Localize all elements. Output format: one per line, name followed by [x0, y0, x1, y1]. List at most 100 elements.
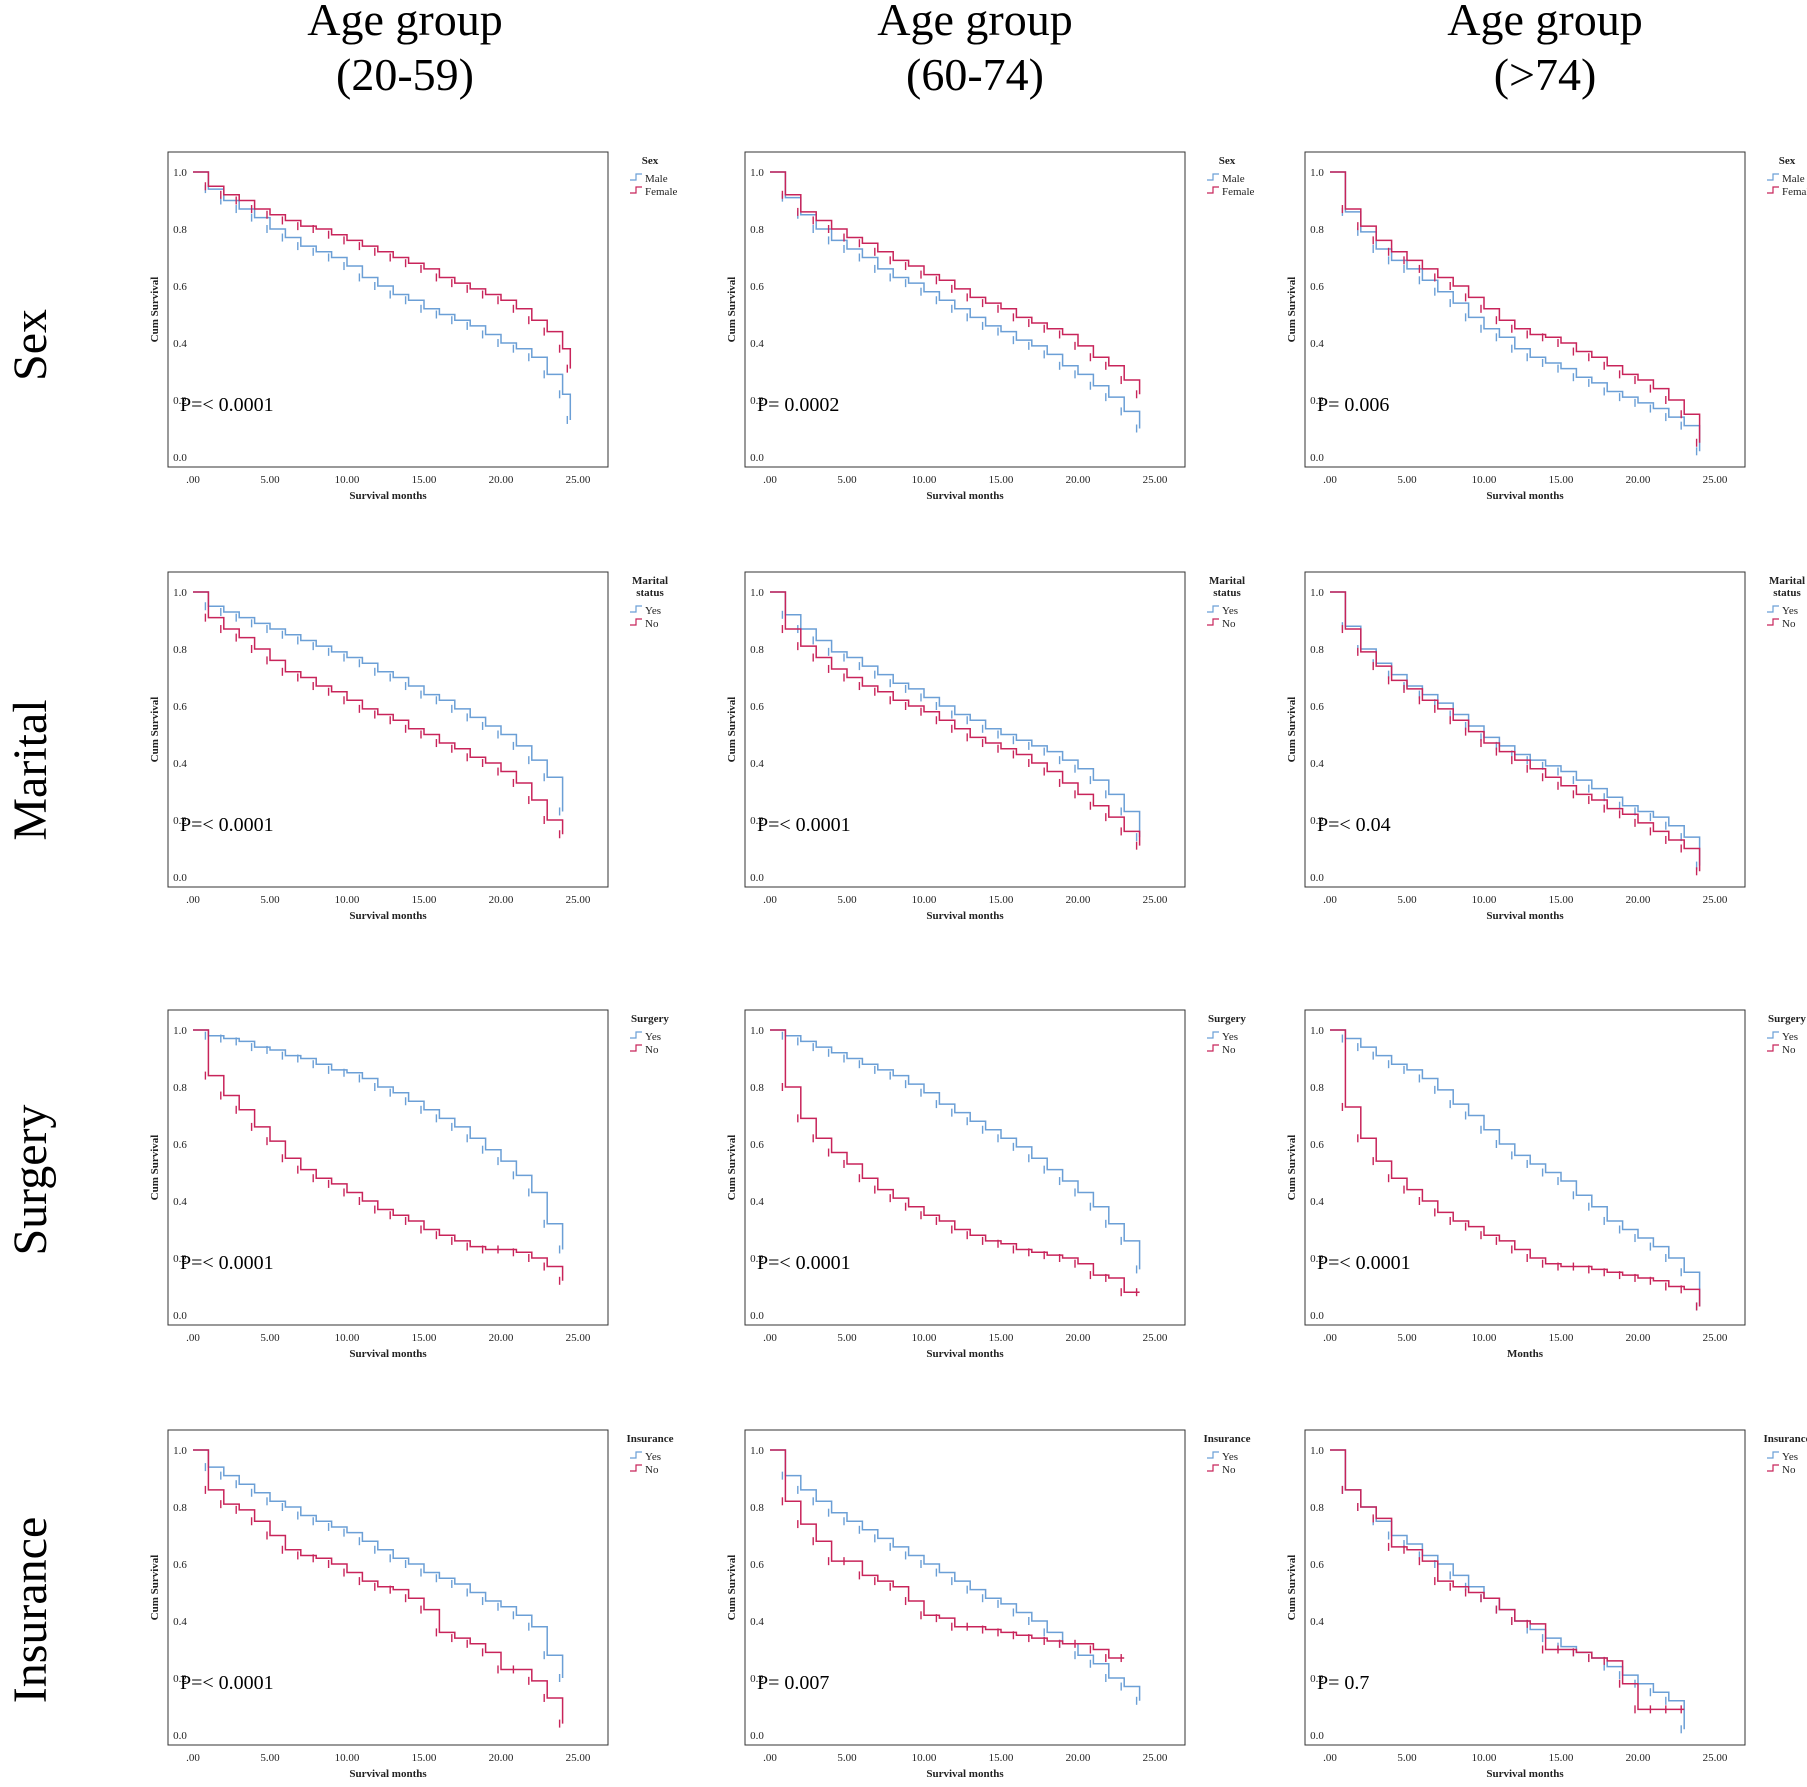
legend-label: Yes — [645, 605, 661, 617]
x-axis-label: Survival months — [926, 1768, 1004, 1780]
x-tick-label: 15.00 — [989, 894, 1014, 906]
x-tick-label: .00 — [1323, 894, 1337, 906]
legend-swatch — [1767, 618, 1779, 626]
legend-swatch — [1767, 1464, 1779, 1472]
survival-curve — [770, 171, 1141, 429]
y-tick-label: 0.6 — [173, 701, 187, 713]
legend-swatch — [1207, 1044, 1219, 1052]
km-panel: 0.0 0.2 0.4 0.6 0.8 1.0 .00 5.00 10.00 15.00 20.00… — [149, 571, 668, 922]
x-tick-label: 10.00 — [912, 1332, 937, 1344]
legend-title: Marital — [1209, 575, 1245, 587]
y-tick-label: 0.6 — [1310, 1139, 1324, 1151]
y-tick-label: 0.6 — [173, 1559, 187, 1571]
y-tick-label: 0.8 — [173, 224, 187, 236]
legend-label: Yes — [1782, 1451, 1798, 1463]
legend-swatch — [1767, 1451, 1779, 1459]
x-tick-label: 5.00 — [1397, 894, 1417, 906]
y-axis-label: Cum Survival — [149, 1135, 161, 1201]
y-axis-label: Cum Survival — [1286, 1135, 1298, 1201]
x-axis-label: Survival months — [926, 910, 1004, 922]
y-tick-label: 0.8 — [750, 644, 764, 656]
y-tick-label: 1.0 — [173, 167, 187, 179]
survival-curve — [193, 1029, 564, 1281]
p-value: P=< 0.0001 — [180, 814, 274, 836]
legend-swatch — [1767, 1044, 1779, 1052]
survival-curve — [770, 1029, 1141, 1270]
p-value: P=< 0.0001 — [757, 1252, 851, 1274]
plot-frame — [744, 1009, 1186, 1326]
km-panel: 0.0 0.2 0.4 0.6 0.8 1.0 .00 5.00 10.00 15.00 20.00… — [726, 571, 1245, 922]
col-title-3-line2: (>74) — [1494, 49, 1597, 100]
x-tick-label: 15.00 — [989, 474, 1014, 486]
legend-label: No — [1782, 1044, 1796, 1056]
legend-swatch — [630, 605, 642, 613]
y-tick-label: 0.4 — [1310, 1196, 1324, 1208]
x-tick-label: 10.00 — [912, 894, 937, 906]
y-tick-label: 1.0 — [750, 587, 764, 599]
legend-title: Insurance — [1203, 1433, 1250, 1445]
km-panel: 0.0 0.2 0.4 0.6 0.8 1.0 .00 5.00 10.00 15.00 20.00… — [1286, 571, 1805, 922]
y-tick-label: 1.0 — [1310, 587, 1324, 599]
x-tick-label: 25.00 — [1703, 1332, 1728, 1344]
x-tick-label: 15.00 — [1549, 1752, 1574, 1764]
plot-frame — [744, 1429, 1186, 1746]
x-tick-label: 15.00 — [989, 1332, 1014, 1344]
y-tick-label: 0.8 — [750, 224, 764, 236]
x-tick-label: 20.00 — [1626, 1332, 1651, 1344]
y-tick-label: 0.8 — [750, 1502, 764, 1514]
y-tick-label: 0.0 — [173, 1310, 187, 1322]
legend-swatch — [1207, 186, 1219, 194]
plot-frame — [1304, 1009, 1746, 1326]
y-tick-label: 0.2 — [750, 395, 764, 407]
legend-title: Marital — [1769, 575, 1805, 587]
x-tick-label: 5.00 — [837, 894, 857, 906]
p-value: P=< 0.0001 — [1317, 1252, 1411, 1274]
y-tick-label: 0.0 — [173, 1730, 187, 1742]
row-title-insurance: Insurance — [4, 1517, 57, 1704]
legend-swatch — [630, 1451, 642, 1459]
y-tick-label: 0.2 — [173, 395, 187, 407]
x-tick-label: .00 — [763, 474, 777, 486]
legend-label: Male — [645, 173, 668, 185]
x-tick-label: 20.00 — [489, 894, 514, 906]
x-tick-label: 15.00 — [412, 474, 437, 486]
legend-label: Male — [1782, 173, 1805, 185]
x-tick-label: .00 — [1323, 1332, 1337, 1344]
x-tick-label: 5.00 — [1397, 474, 1417, 486]
y-tick-label: 0.8 — [1310, 644, 1324, 656]
legend-swatch — [1207, 605, 1219, 613]
x-tick-label: 5.00 — [260, 894, 280, 906]
y-axis-label: Cum Survival — [1286, 697, 1298, 763]
legend-label: Yes — [1222, 1451, 1238, 1463]
legend-label: Male — [1222, 173, 1245, 185]
x-axis-label: Survival months — [1486, 1768, 1564, 1780]
y-axis-label: Cum Survival — [1286, 277, 1298, 343]
legend-swatch — [1767, 605, 1779, 613]
row-title-surgery: Surgery — [4, 1104, 57, 1255]
x-tick-label: 5.00 — [837, 474, 857, 486]
plot-frame — [167, 151, 609, 468]
row-title-marital: Marital — [4, 699, 57, 840]
x-tick-label: 15.00 — [412, 1752, 437, 1764]
survival-curve — [770, 171, 1141, 395]
legend-label: Female — [645, 186, 677, 198]
x-axis-label: Survival months — [349, 1348, 427, 1360]
x-tick-label: 15.00 — [412, 1332, 437, 1344]
col-title-1-line1: Age group — [307, 0, 502, 45]
y-tick-label: 0.4 — [173, 1196, 187, 1208]
x-tick-label: 10.00 — [1472, 894, 1497, 906]
x-tick-label: 5.00 — [837, 1332, 857, 1344]
x-tick-label: 25.00 — [1143, 474, 1168, 486]
y-tick-label: 0.6 — [750, 701, 764, 713]
plot-frame — [1304, 151, 1746, 468]
x-tick-label: 15.00 — [1549, 894, 1574, 906]
legend-swatch — [1207, 618, 1219, 626]
x-tick-label: .00 — [763, 894, 777, 906]
col-title-2-line2: (60-74) — [906, 49, 1044, 100]
x-tick-label: 20.00 — [1066, 474, 1091, 486]
y-tick-label: 0.2 — [1310, 395, 1324, 407]
p-value: P=< 0.0001 — [180, 394, 274, 416]
y-tick-label: 0.8 — [173, 1082, 187, 1094]
x-tick-label: 5.00 — [260, 1752, 280, 1764]
x-tick-label: 10.00 — [1472, 1752, 1497, 1764]
